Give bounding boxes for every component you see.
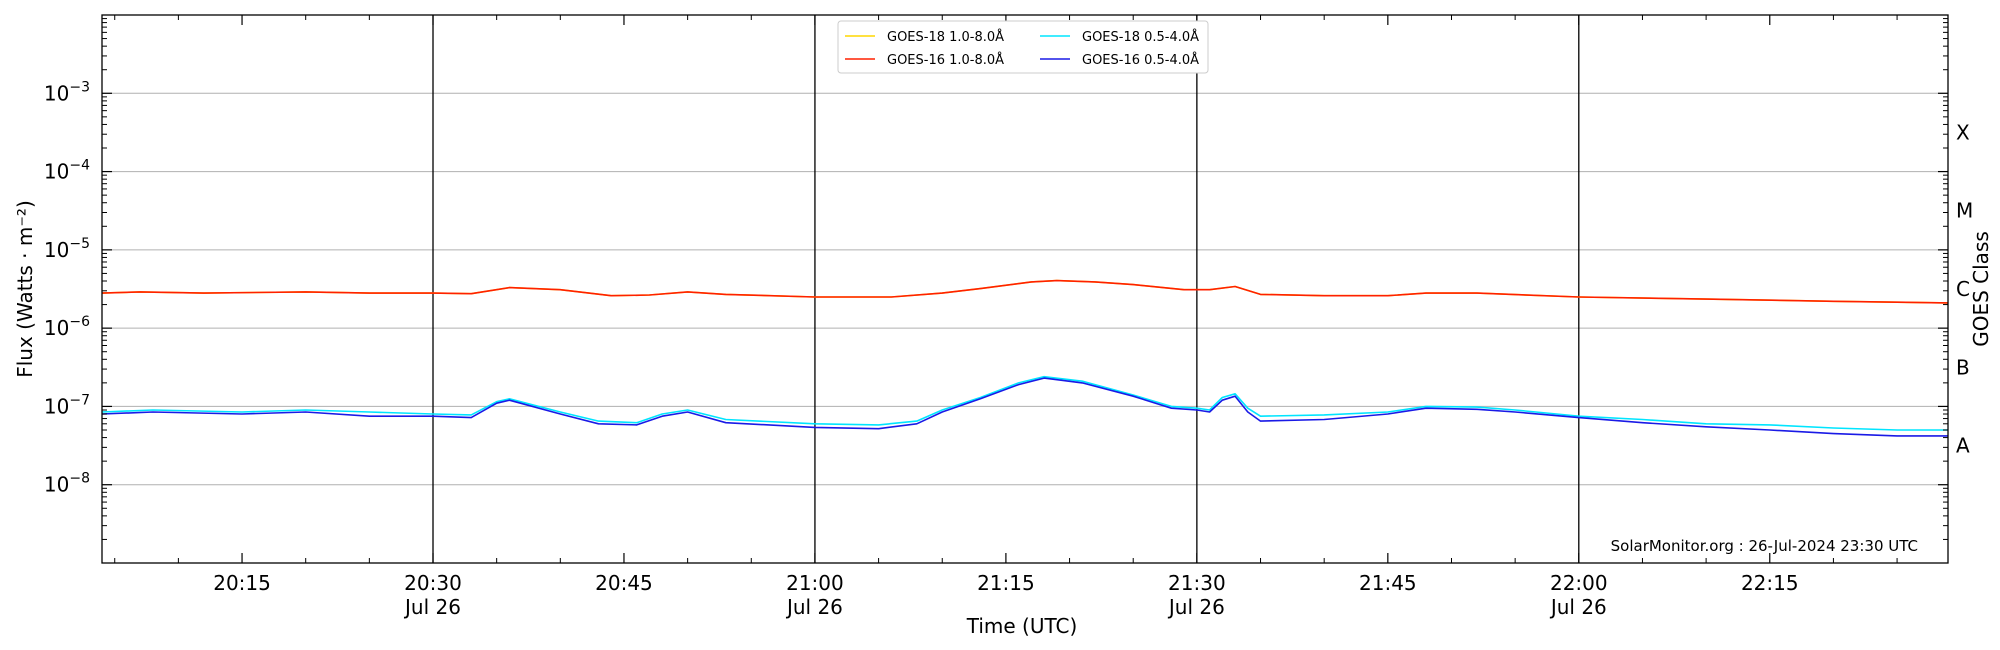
series-line: [101, 279, 1949, 304]
goes-class-label: C: [1956, 277, 1970, 301]
legend: GOES-18 1.0-8.0Å GOES-16 1.0-8.0Å GOES-18 …: [837, 20, 1209, 74]
y-tick-label: 10−4: [44, 158, 90, 184]
x-tick-label: 20:15: [213, 571, 271, 595]
goes-class-label: B: [1956, 355, 1970, 379]
y-tick-label: 10−6: [44, 314, 90, 340]
x-tick-label: 21:30: [1168, 571, 1226, 595]
legend-box: [837, 20, 1209, 74]
x-tick-label: 21:00: [786, 571, 844, 595]
x-tick-date-label: Jul 26: [1167, 595, 1225, 619]
series-line: [101, 377, 1948, 437]
series-layer: [101, 279, 1949, 437]
legend-label: GOES-18 1.0-8.0Å: [887, 29, 1004, 45]
legend-label: GOES-18 0.5-4.0Å: [1082, 29, 1199, 45]
series-line: [101, 279, 1949, 304]
x-tick-label: 21:15: [977, 571, 1035, 595]
tick-layer: [102, 15, 1948, 563]
legend-label: GOES-16 0.5-4.0Å: [1082, 52, 1199, 68]
series-line: [101, 375, 1948, 431]
y-tick-label: 10−5: [44, 236, 90, 262]
goes-class-axis-title: GOES Class: [1969, 231, 1993, 347]
credit-text: SolarMonitor.org : 26-Jul-2024 23:30 UTC: [1611, 537, 1918, 555]
vertical-lines-layer: [432, 15, 1580, 563]
legend-label: GOES-16 1.0-8.0Å: [887, 52, 1004, 68]
x-tick-label: 21:45: [1359, 571, 1417, 595]
x-tick-label: 20:45: [595, 571, 653, 595]
goes-class-label: X: [1956, 120, 1970, 144]
plot-frame: [101, 14, 1949, 564]
x-tick-date-label: Jul 26: [403, 595, 461, 619]
grid-layer: [102, 92, 1948, 486]
y-axis-title: Flux (Watts · m⁻²): [13, 200, 37, 378]
x-tick-date-label: Jul 26: [1549, 595, 1607, 619]
goes-class-label: A: [1956, 434, 1970, 458]
x-tick-label: 20:30: [404, 571, 462, 595]
x-tick-date-label: Jul 26: [785, 595, 843, 619]
goes-class-label: M: [1956, 199, 1973, 223]
x-tick-label: 22:00: [1550, 571, 1608, 595]
y-tick-label: 10−7: [44, 392, 90, 418]
y-tick-label: 10−3: [44, 79, 90, 105]
x-tick-label: 22:15: [1741, 571, 1799, 595]
x-axis-title: Time (UTC): [966, 614, 1078, 638]
y-tick-label: 10−8: [44, 471, 90, 497]
